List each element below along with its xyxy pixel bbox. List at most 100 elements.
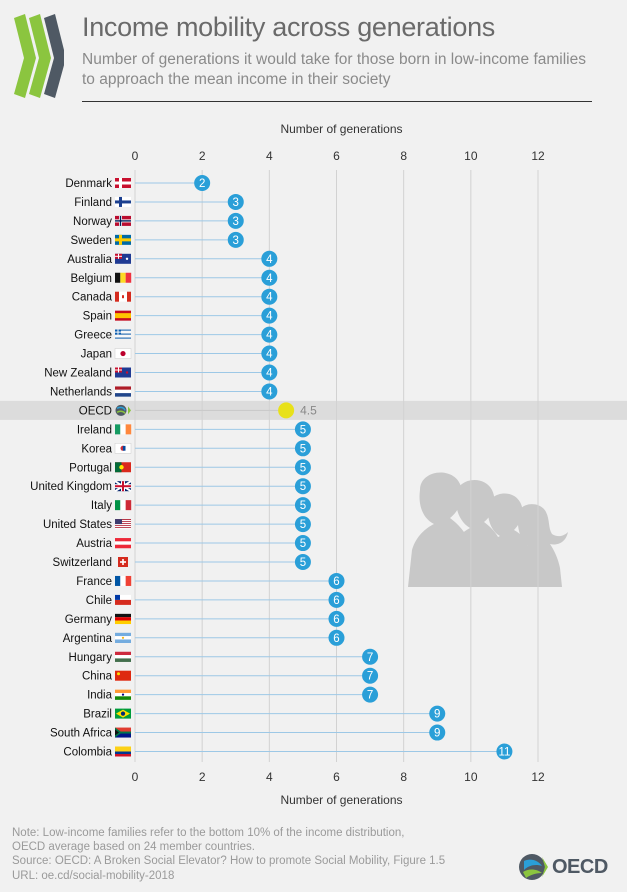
lollipop-marker xyxy=(496,743,513,760)
category-label: France xyxy=(76,576,112,588)
country-flag-icon xyxy=(115,234,131,245)
category-label: Spain xyxy=(83,311,112,323)
category-label: Italy xyxy=(91,500,112,512)
chart: Number of generations Number of generatio… xyxy=(0,122,627,807)
data-label: 5 xyxy=(300,424,306,436)
country-flag-icon xyxy=(115,329,131,339)
data-label: 4 xyxy=(266,349,273,361)
data-label: 4.5 xyxy=(300,403,317,417)
data-label: 4 xyxy=(266,273,273,285)
x-tick-label-top: 12 xyxy=(531,149,545,163)
family-silhouettes-icon xyxy=(408,472,568,587)
x-tick-label-bottom: 10 xyxy=(464,770,478,784)
category-label: New Zealand xyxy=(44,368,112,380)
footer-url[interactable]: URL: oe.cd/social-mobility-2018 xyxy=(12,869,175,882)
category-label: Korea xyxy=(81,443,112,455)
data-label: 9 xyxy=(434,728,440,740)
data-label: 4 xyxy=(266,386,273,398)
data-label: 6 xyxy=(333,614,339,626)
footer-note-2: OECD average based on 24 member countrie… xyxy=(12,841,255,854)
footer-source: Source: OECD: A Broken Social Elevator? … xyxy=(12,855,446,868)
lollipop-marker xyxy=(328,572,345,589)
lollipop-marker xyxy=(294,459,311,476)
data-label: 4 xyxy=(266,368,273,380)
x-tick-label-bottom: 0 xyxy=(132,770,139,784)
data-label: 5 xyxy=(300,557,306,569)
country-flag-icon xyxy=(115,708,131,719)
data-label: 7 xyxy=(367,652,373,664)
x-tick-label-bottom: 4 xyxy=(266,770,273,784)
data-label: 9 xyxy=(434,709,440,721)
lollipop-marker xyxy=(429,724,446,741)
x-tick-label-bottom: 12 xyxy=(531,770,545,784)
category-label: Chile xyxy=(86,595,112,607)
page-subtitle: Number of generations it would take for … xyxy=(82,51,586,88)
oecd-globe-icon xyxy=(519,854,548,880)
category-label: Ireland xyxy=(77,424,112,436)
data-label: 5 xyxy=(300,519,306,531)
category-label: Belgium xyxy=(70,273,112,285)
lollipop-marker xyxy=(227,231,244,248)
category-label: India xyxy=(87,690,113,702)
data-label: 5 xyxy=(300,443,306,455)
footer: Note: Low-income families refer to the b… xyxy=(12,826,482,883)
category-label: Brazil xyxy=(83,709,112,721)
lollipop-marker xyxy=(294,554,311,570)
oecd-highlight-band xyxy=(0,400,627,420)
data-label: 7 xyxy=(367,671,373,683)
country-flag-icon xyxy=(114,443,132,454)
lollipop-marker xyxy=(294,497,311,514)
data-label: 3 xyxy=(233,216,239,228)
x-tick-label-bottom: 8 xyxy=(400,770,407,784)
oecd-wordmark: OECD xyxy=(552,856,608,878)
x-tick-label-top: 10 xyxy=(464,149,478,163)
lollipop-marker xyxy=(261,307,278,324)
x-tick-label-top: 0 xyxy=(132,149,139,163)
data-label: 6 xyxy=(333,633,339,645)
x-tick-label-top: 4 xyxy=(266,149,273,163)
category-label: South Africa xyxy=(50,728,113,740)
country-flag-icon xyxy=(115,689,131,700)
category-label: Denmark xyxy=(65,178,112,190)
category-label: Canada xyxy=(72,292,113,304)
x-tick-label-bottom: 2 xyxy=(199,770,206,784)
data-label: 4 xyxy=(266,292,273,304)
category-label: Austria xyxy=(76,538,112,550)
title-divider xyxy=(82,101,592,102)
country-flag-icon xyxy=(115,613,131,625)
country-flag-icon xyxy=(115,594,131,605)
data-label: 4 xyxy=(266,254,273,266)
lollipop-marker xyxy=(294,440,311,457)
country-flag-icon xyxy=(115,310,131,321)
page-title: Income mobility across generations xyxy=(82,12,495,42)
x-axis-title-bottom: Number of generations xyxy=(280,793,402,807)
category-label: United Kingdom xyxy=(30,481,112,493)
country-flag-icon xyxy=(115,575,132,586)
category-label: Germany xyxy=(65,614,113,626)
data-label: 4 xyxy=(266,311,273,323)
category-label: Japan xyxy=(81,349,112,361)
country-flag-icon xyxy=(115,519,131,530)
x-axis-title-top: Number of generations xyxy=(280,122,402,136)
data-label: 11 xyxy=(498,747,510,759)
country-flag-icon xyxy=(115,253,131,264)
x-tick-label-top: 2 xyxy=(199,149,206,163)
country-flag-icon xyxy=(115,670,131,681)
x-tick-label-top: 8 xyxy=(400,149,407,163)
oecd-average-marker xyxy=(278,402,295,419)
data-label: 2 xyxy=(199,178,205,190)
category-label: Netherlands xyxy=(50,386,112,398)
country-flag-icon xyxy=(115,727,131,738)
category-label: Argentina xyxy=(63,633,113,645)
lollipop-marker xyxy=(261,288,278,305)
category-label: United States xyxy=(43,519,112,531)
data-label: 4 xyxy=(266,330,273,342)
lollipop-marker xyxy=(328,591,345,608)
country-flag-icon xyxy=(115,272,132,283)
country-flag-icon xyxy=(114,348,132,359)
data-label: 5 xyxy=(300,462,306,474)
lollipop-marker xyxy=(194,175,211,191)
lollipop-marker xyxy=(261,269,278,286)
country-flag-icon xyxy=(115,538,131,549)
data-label: 6 xyxy=(333,595,339,607)
